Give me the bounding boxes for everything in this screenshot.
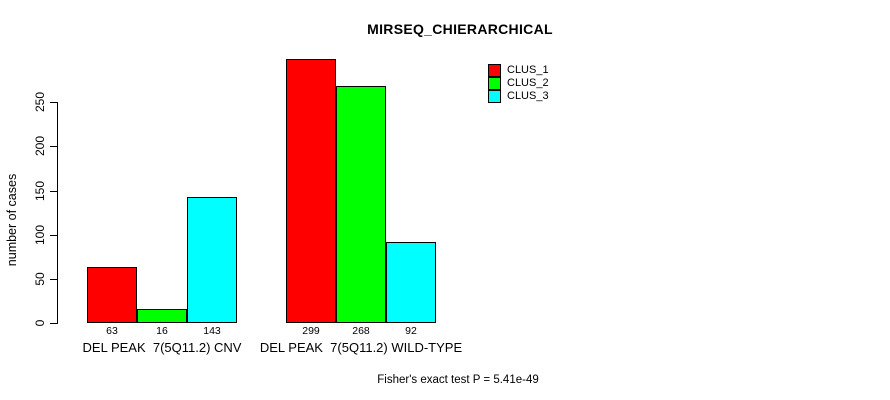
y-tick-label: 200 [33, 136, 47, 157]
legend-label: CLUS_1 [507, 64, 549, 76]
bar-clus_1-group1 [87, 267, 137, 323]
legend-label: CLUS_3 [507, 90, 549, 102]
bar-value-label: 92 [405, 325, 417, 337]
legend-color-swatch [488, 90, 501, 103]
y-tick [50, 102, 58, 104]
y-tick [50, 146, 58, 148]
bar-clus_3-group2 [386, 241, 436, 323]
y-tick-label: 50 [33, 272, 47, 286]
y-tick [50, 190, 58, 192]
legend: CLUS_1 CLUS_2 CLUS_3 [488, 64, 549, 103]
y-axis-label: number of cases [5, 173, 19, 267]
bar-clus_2-group2 [336, 86, 386, 323]
y-tick-label: 150 [33, 180, 47, 201]
x-category-label: DEL PEAK 7(5Q11.2) CNV [82, 340, 242, 355]
chart-title: MIRSEQ_CHIERARCHICAL [367, 21, 553, 37]
y-axis-line [57, 102, 58, 323]
bar-value-label: 63 [106, 325, 118, 337]
y-tick-label: 0 [33, 319, 47, 327]
bar-clus_3-group1 [187, 196, 237, 323]
legend-item-clus_2: CLUS_2 [488, 77, 549, 90]
legend-item-clus_3: CLUS_3 [488, 90, 549, 103]
legend-color-swatch [488, 64, 501, 77]
y-tick [50, 323, 58, 324]
legend-color-swatch [488, 77, 501, 90]
y-tick [50, 278, 58, 280]
bar-clus_2-group1 [137, 308, 187, 323]
annotation-text: Fisher's exact test P = 5.41e-49 [377, 374, 539, 386]
legend-item-clus_1: CLUS_1 [488, 64, 549, 77]
y-tick-label: 250 [33, 92, 47, 113]
x-category-label: DEL PEAK 7(5Q11.2) WILD-TYPE [259, 340, 463, 355]
bar-value-label: 143 [203, 325, 221, 337]
y-tick [50, 234, 58, 236]
y-tick-label: 100 [33, 224, 47, 245]
bar-value-label: 268 [352, 325, 370, 337]
bar-value-label: 16 [156, 325, 168, 337]
bar-value-label: 299 [302, 325, 320, 337]
legend-label: CLUS_2 [507, 77, 549, 89]
bar-clus_1-group2 [286, 58, 336, 323]
